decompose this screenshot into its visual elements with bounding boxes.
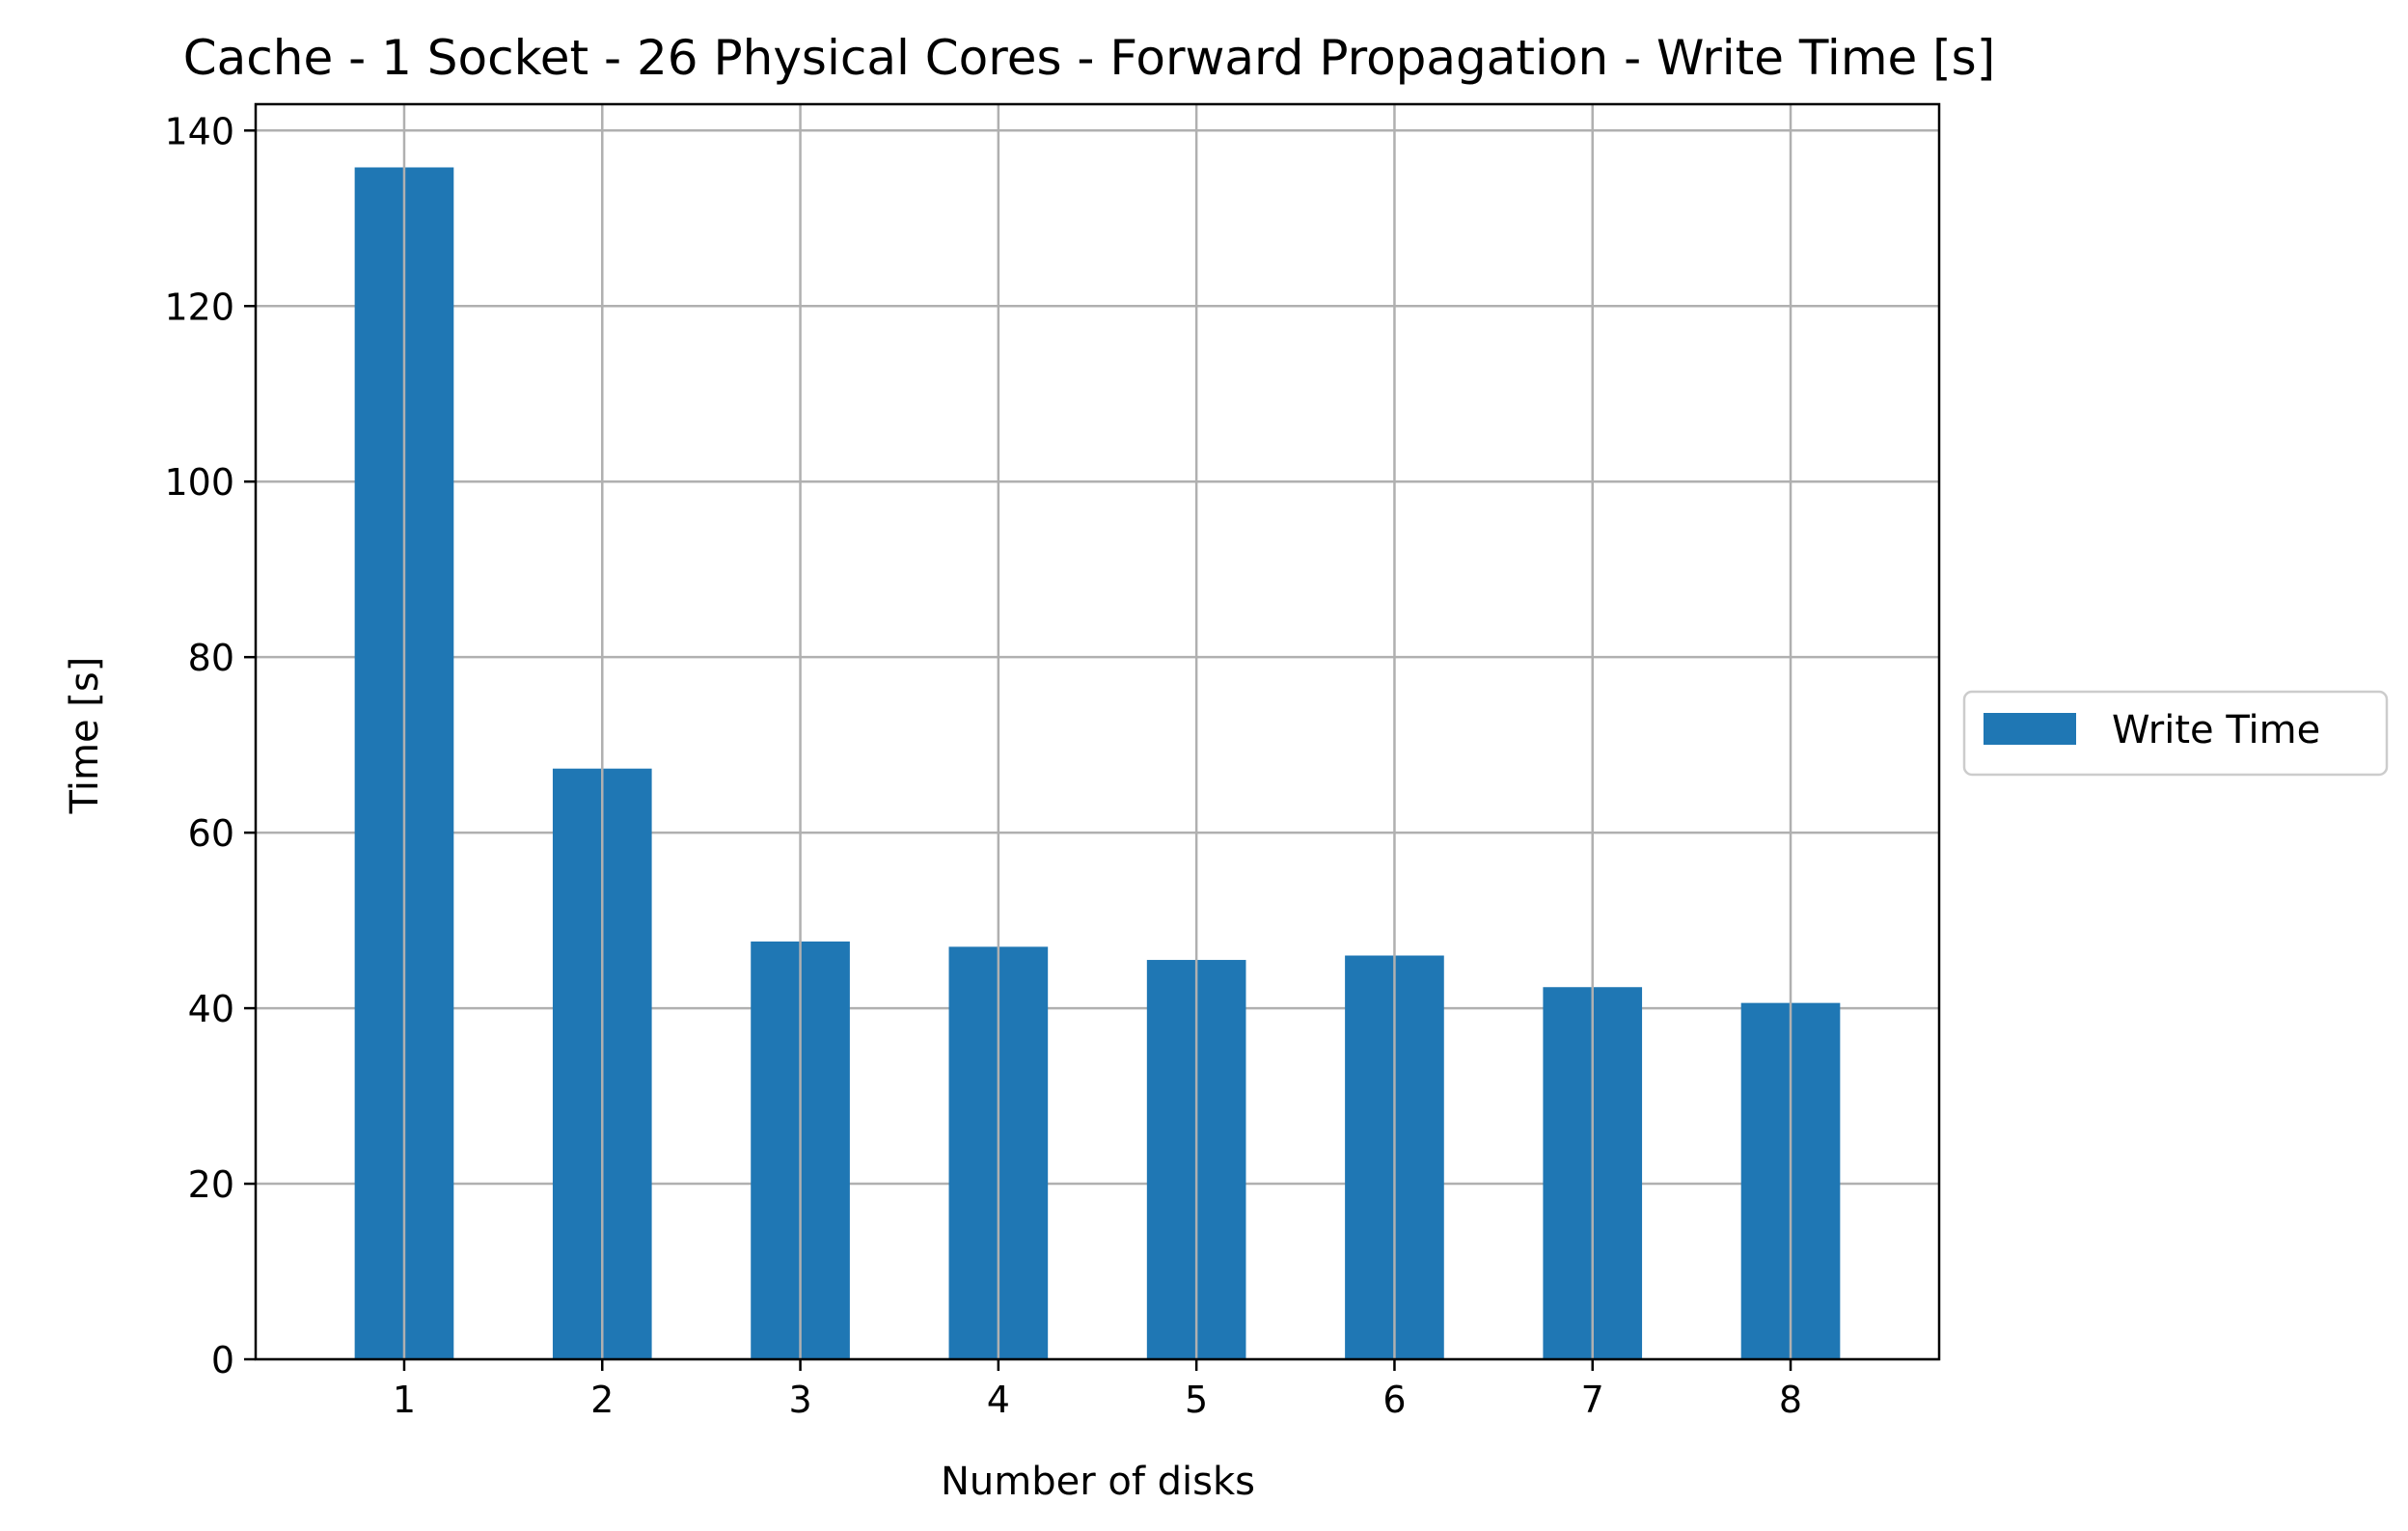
x-axis-ticks: 1 2 3 4 5 6 7 8 (393, 1359, 1802, 1421)
legend-swatch (1984, 713, 2076, 745)
x-tick-label: 2 (590, 1379, 614, 1421)
y-axis-title: Time [s] (63, 657, 107, 815)
legend-box (1962, 690, 2389, 777)
x-tick-label: 1 (393, 1379, 416, 1421)
legend: Write Time (1962, 690, 2389, 777)
y-tick-label: 20 (188, 1163, 234, 1206)
y-tick-label: 140 (164, 110, 234, 152)
x-axis-title: Number of disks (941, 1460, 1255, 1504)
chart-title: Cache - 1 Socket - 26 Physical Cores - F… (183, 30, 1996, 86)
x-tick-label: 3 (788, 1379, 811, 1421)
y-tick-label: 120 (164, 286, 234, 328)
y-tick-label: 40 (188, 988, 234, 1030)
x-tick-label: 4 (987, 1379, 1010, 1421)
plot-frame (254, 102, 1941, 1361)
y-tick-label: 80 (188, 637, 234, 679)
x-tick-label: 7 (1581, 1379, 1604, 1421)
y-axis-ticks: 0 20 40 60 80 100 120 140 (164, 110, 256, 1381)
y-tick-label: 60 (188, 812, 234, 855)
legend-label: Write Time (2112, 708, 2320, 752)
x-tick-label: 8 (1779, 1379, 1802, 1421)
y-tick-label: 100 (164, 461, 234, 504)
y-tick-label: 0 (211, 1339, 234, 1381)
x-tick-label: 6 (1382, 1379, 1406, 1421)
vertical-grid (402, 104, 1792, 1359)
x-tick-label: 5 (1185, 1379, 1208, 1421)
